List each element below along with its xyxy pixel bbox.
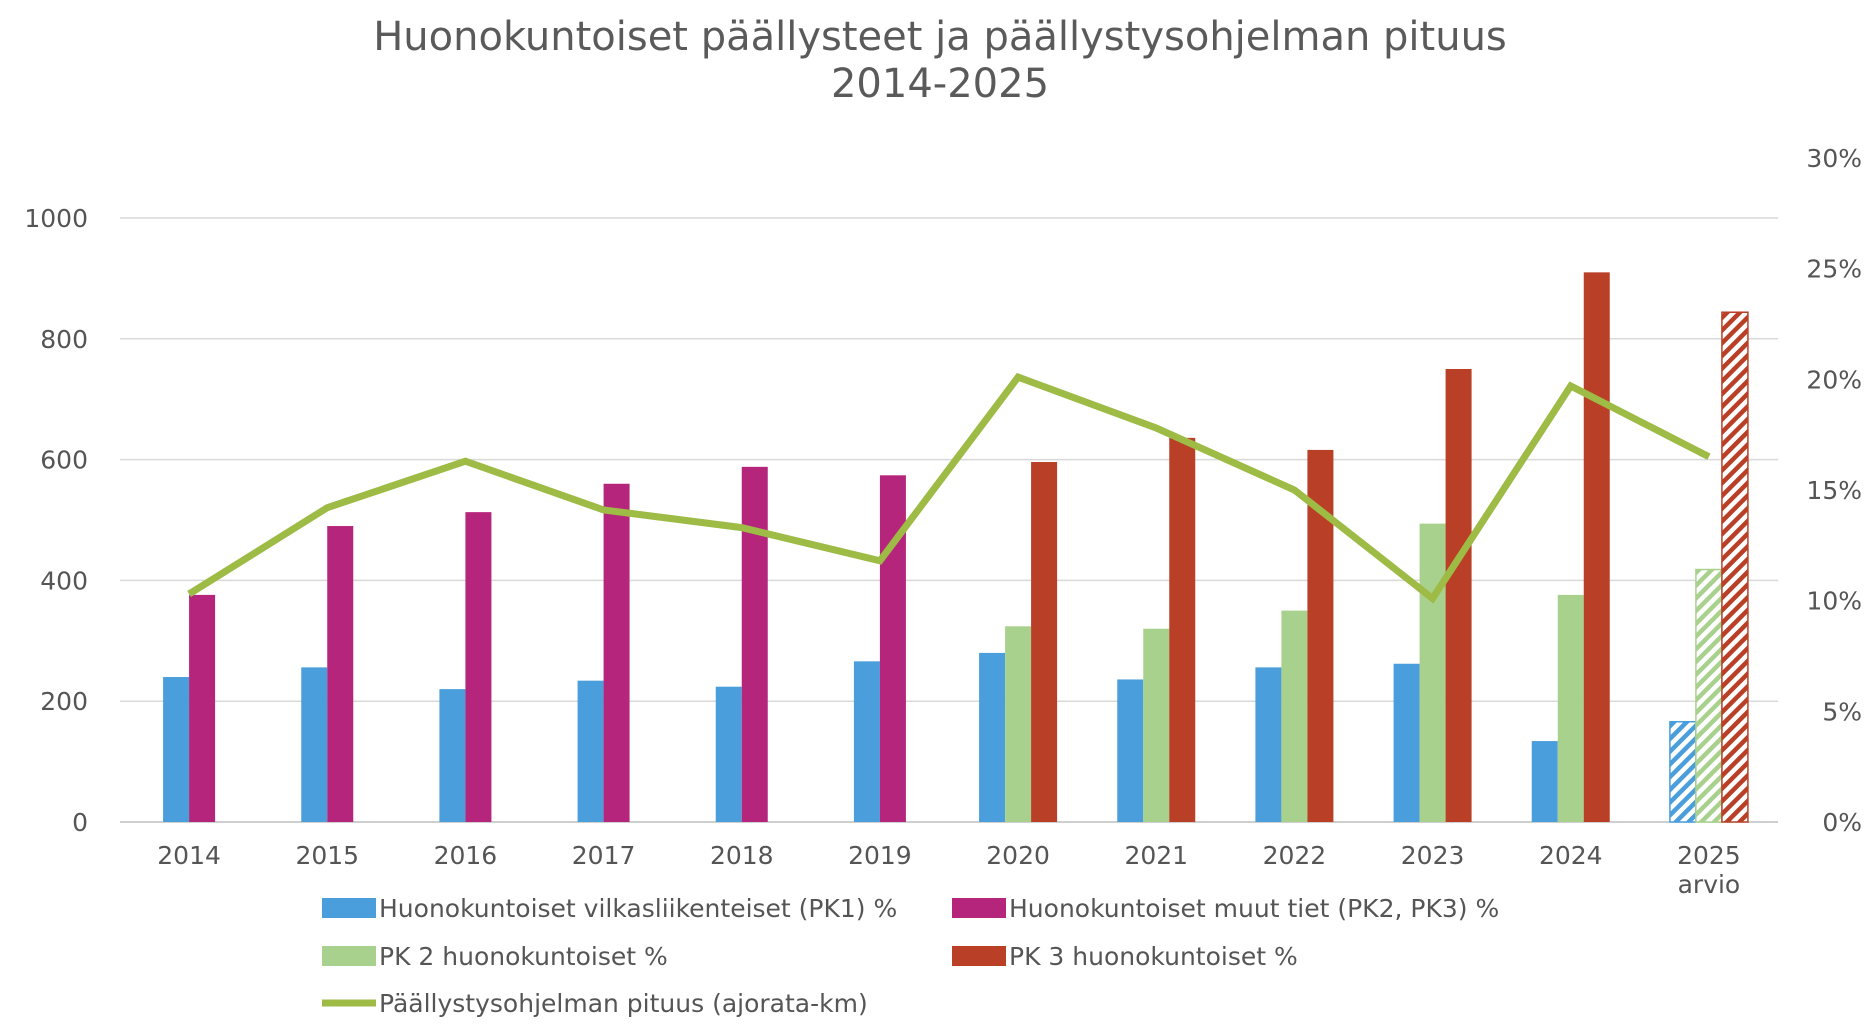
bar-2025-huonokuntoiset-vilkasliikenteiset-pk1-	[1669, 720, 1697, 823]
legend-swatch	[952, 946, 1006, 966]
bar-2015-huonokuntoiset-vilkasliikenteiset-pk1-	[301, 667, 328, 822]
bar-2016-huonokuntoiset-muut-tiet-pk2-pk3-	[465, 512, 492, 822]
legend-swatch	[952, 898, 1006, 918]
legend-label: Päällystysohjelman pituus (ajorata-km)	[379, 989, 868, 1018]
left-tick-label: 600	[40, 446, 88, 475]
legend-swatch	[322, 898, 376, 918]
x-tick-label: 2018	[710, 841, 774, 870]
x-tick-label: 2024	[1539, 841, 1603, 870]
bar-2018-huonokuntoiset-muut-tiet-pk2-pk3-	[741, 466, 768, 822]
bar-2014-huonokuntoiset-vilkasliikenteiset-pk1-	[163, 677, 190, 822]
x-tick-label: 2022	[1263, 841, 1327, 870]
bar-2022-huonokuntoiset-vilkasliikenteiset-pk1-	[1255, 667, 1282, 822]
x-tick-label: 2019	[848, 841, 912, 870]
legend-label: PK 3 huonokuntoiset %	[1009, 942, 1298, 971]
bar-2016-huonokuntoiset-vilkasliikenteiset-pk1-	[439, 689, 466, 822]
x-tick-label: 2021	[1124, 841, 1188, 870]
bar-2018-huonokuntoiset-vilkasliikenteiset-pk1-	[715, 686, 742, 822]
left-tick-label: 0	[72, 808, 88, 837]
bar-2017-huonokuntoiset-vilkasliikenteiset-pk1-	[577, 680, 604, 822]
bar-2022-pk-2-huonokuntoiset-	[1281, 610, 1308, 822]
bar-2021-pk-2-huonokuntoiset-	[1143, 628, 1170, 822]
right-tick-label: 15%	[1806, 476, 1862, 505]
gridlines	[120, 217, 1778, 823]
bar-2025-pk-2-huonokuntoiset-	[1695, 568, 1723, 823]
bar-2020-pk-2-huonokuntoiset-	[1005, 626, 1032, 822]
right-axis-ticks: 0% 5% 10% 15% 20% 25% 30%	[1806, 144, 1862, 837]
bar-2024-pk-2-huonokuntoiset-	[1557, 594, 1584, 822]
legend-label: Huonokuntoiset vilkasliikenteiset (PK1) …	[379, 894, 897, 923]
bar-2020-huonokuntoiset-vilkasliikenteiset-pk1-	[979, 652, 1006, 822]
left-tick-label: 400	[40, 566, 88, 595]
line-paallystysohjelman-pituus	[187, 372, 1711, 604]
bar-2024-huonokuntoiset-vilkasliikenteiset-pk1-	[1531, 741, 1558, 822]
right-tick-label: 20%	[1806, 365, 1862, 394]
left-tick-label: 800	[40, 325, 88, 354]
chart-title-line-1: Huonokuntoiset päällysteet ja päällystys…	[373, 14, 1507, 60]
bar-2024-pk-3-huonokuntoiset-	[1583, 272, 1610, 822]
bar-2014-huonokuntoiset-muut-tiet-pk2-pk3-	[189, 594, 216, 822]
left-tick-label: 200	[40, 687, 88, 716]
right-tick-label: 10%	[1806, 587, 1862, 616]
legend-label: Huonokuntoiset muut tiet (PK2, PK3) %	[1009, 894, 1499, 923]
x-tick-label: 2025	[1677, 841, 1741, 870]
right-tick-label: 25%	[1806, 255, 1862, 284]
right-tick-label: 30%	[1806, 144, 1862, 173]
bar-2023-pk-3-huonokuntoiset-	[1445, 369, 1472, 822]
bar-2015-huonokuntoiset-muut-tiet-pk2-pk3-	[327, 526, 354, 822]
legend: Huonokuntoiset vilkasliikenteiset (PK1) …	[322, 894, 1499, 1018]
right-tick-label: 0%	[1822, 808, 1862, 837]
bar-2021-huonokuntoiset-vilkasliikenteiset-pk1-	[1117, 679, 1144, 822]
bar-2019-huonokuntoiset-vilkasliikenteiset-pk1-	[853, 661, 880, 822]
bar-2023-pk-2-huonokuntoiset-	[1419, 523, 1446, 822]
x-tick-label: 2014	[157, 841, 221, 870]
bar-series	[163, 272, 1749, 823]
x-tick-label: 2017	[572, 841, 636, 870]
bar-2017-huonokuntoiset-muut-tiet-pk2-pk3-	[603, 483, 630, 822]
x-axis-ticks: 2014 2015 2016 2017 2018 2019 2020 2021 2022 2023…	[157, 841, 1740, 899]
bar-2023-huonokuntoiset-vilkasliikenteiset-pk1-	[1393, 663, 1420, 822]
legend-label: PK 2 huonokuntoiset %	[379, 942, 668, 971]
left-tick-label: 1000	[24, 204, 88, 233]
right-tick-label: 5%	[1822, 697, 1862, 726]
chart-title-line-2: 2014-2025	[831, 61, 1049, 107]
bar-2025-pk-3-huonokuntoiset-	[1721, 311, 1749, 823]
x-tick-label: 2023	[1401, 841, 1465, 870]
legend-swatch	[322, 946, 376, 966]
bar-2020-pk-3-huonokuntoiset-	[1031, 462, 1058, 822]
left-axis-ticks: 0 200 400 600 800 1000	[24, 204, 88, 837]
x-tick-label: 2016	[434, 841, 498, 870]
bar-2021-pk-3-huonokuntoiset-	[1169, 437, 1196, 822]
line-series	[187, 372, 1711, 604]
x-tick-label: 2015	[295, 841, 359, 870]
x-tick-label: 2020	[986, 841, 1050, 870]
x-tick-label: arvio	[1678, 870, 1741, 899]
